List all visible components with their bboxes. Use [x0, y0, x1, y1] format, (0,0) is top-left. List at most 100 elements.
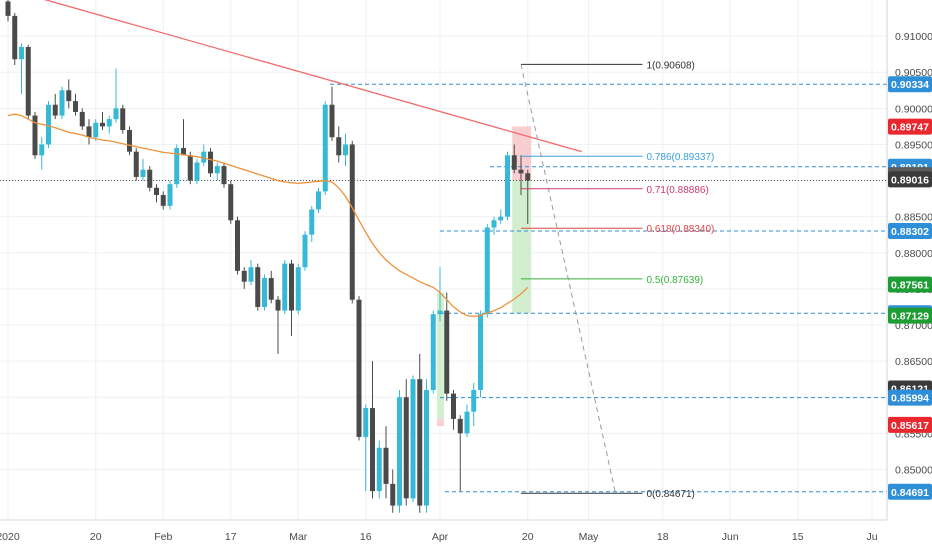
- candle-body: [363, 408, 369, 437]
- time-tick-label: 20: [522, 531, 534, 543]
- candle-body: [370, 408, 375, 492]
- candle-body: [19, 46, 24, 60]
- candle-body: [59, 90, 65, 116]
- candle-body: [133, 151, 139, 177]
- candle-body: [79, 111, 85, 127]
- price-label-box: [888, 389, 932, 406]
- candle-body: [120, 108, 126, 130]
- candle-body: [410, 379, 416, 499]
- candle-body: [275, 299, 281, 311]
- price-label-text: 0.85994: [891, 393, 929, 405]
- candle-body: [383, 447, 389, 484]
- candle-body: [93, 122, 99, 138]
- price-tick-label: 0.89500: [895, 139, 932, 151]
- time-tick-label: 20: [90, 531, 102, 543]
- candle-body: [376, 447, 382, 492]
- fib-level-label: 1(0.90608): [647, 60, 695, 71]
- candle-body: [73, 101, 78, 112]
- price-label-box: [888, 76, 932, 93]
- candle-body: [424, 390, 429, 506]
- price-label-text: 0.89016: [891, 174, 929, 186]
- earlier-stop-zone: [437, 418, 444, 427]
- price-tick-label: 0.85000: [895, 464, 932, 476]
- candle-body: [349, 144, 355, 300]
- candle-body: [113, 108, 119, 120]
- candle-body: [403, 397, 409, 499]
- candle-body: [100, 122, 105, 127]
- price-label-text: 0.87129: [891, 311, 929, 323]
- candle-body: [241, 270, 247, 282]
- candle-body: [194, 162, 200, 181]
- candle-body: [208, 151, 213, 174]
- time-tick-label: Ju: [866, 531, 877, 543]
- candle-body: [471, 390, 477, 412]
- candle-body: [228, 184, 234, 221]
- price-label-text: 0.88302: [891, 226, 929, 238]
- candle-body: [390, 483, 396, 506]
- price-tick-label: 0.91000: [895, 31, 932, 43]
- candle-body: [86, 126, 92, 138]
- candle-body: [322, 104, 328, 192]
- price-label-box: [888, 483, 932, 500]
- candlesticks: [5, 0, 531, 513]
- candle-body: [127, 130, 132, 152]
- time-tick-label: 15: [792, 531, 804, 543]
- fib-level-label: 0(0.84671): [647, 489, 695, 500]
- price-tick-label: 0.90000: [895, 103, 932, 115]
- candle-body: [457, 418, 463, 434]
- candle-body: [5, 1, 11, 16]
- price-label-box: [888, 222, 932, 239]
- fibonacci-tool: 1(0.90608) 0.786(0.89337) 0.71(0.88886) 0.6…: [520, 60, 715, 500]
- candle-body: [518, 169, 524, 174]
- candle-body: [430, 314, 436, 390]
- candle-body: [525, 173, 531, 181]
- candle-body: [356, 299, 362, 437]
- price-tick-label: 0.88500: [895, 212, 932, 224]
- candle-body: [25, 46, 31, 116]
- fib-level-label: 0.786(0.89337): [647, 152, 715, 163]
- price-label-text: 0.87561: [891, 279, 929, 291]
- price-label-box: [888, 171, 932, 188]
- candle-body: [302, 234, 308, 268]
- candle-body: [268, 278, 274, 300]
- candle-body: [147, 169, 153, 188]
- earlier-profit-zone: [437, 292, 444, 419]
- candle-body: [52, 104, 58, 116]
- candle-body: [397, 397, 402, 506]
- candle-body: [464, 411, 470, 434]
- candle-body: [262, 278, 267, 307]
- candle-body: [437, 310, 443, 315]
- candle-body: [214, 166, 220, 174]
- candle-body: [451, 393, 456, 419]
- fib-level-label: 0.618(0.88340): [647, 224, 715, 235]
- time-tick-label: May: [579, 531, 600, 543]
- descending-trendline: [43, 0, 582, 153]
- candle-body: [444, 310, 450, 394]
- time-tick-label: Mar: [289, 531, 308, 543]
- candle-body: [295, 267, 301, 311]
- candle-body: [154, 187, 159, 195]
- candle-body: [181, 148, 186, 156]
- price-scale-labels: 0.903340.897470.891910.890750.890160.883…: [888, 76, 932, 500]
- price-tick-label: 0.86500: [895, 356, 932, 368]
- price-label-text: 0.89747: [891, 122, 929, 134]
- price-label-text: 0.85617: [891, 420, 929, 432]
- candle-body: [248, 267, 254, 282]
- candle-body: [255, 267, 261, 307]
- time-tick-label: 18: [657, 531, 669, 543]
- fib-level-label: 0.71(0.88886): [647, 185, 709, 196]
- time-tick-label: 16: [360, 531, 372, 543]
- candle-body: [106, 119, 112, 127]
- candle-body: [484, 227, 490, 315]
- candle-body: [329, 104, 335, 138]
- fib-level-label: 0.5(0.87639): [647, 275, 704, 286]
- candle-body: [478, 314, 483, 390]
- time-tick-label: Apr: [432, 531, 449, 543]
- price-tick-label: 0.88000: [895, 248, 932, 260]
- grid: [0, 0, 887, 520]
- position-zones: [437, 126, 532, 427]
- price-label-box: [888, 307, 932, 324]
- candle-body: [174, 148, 180, 185]
